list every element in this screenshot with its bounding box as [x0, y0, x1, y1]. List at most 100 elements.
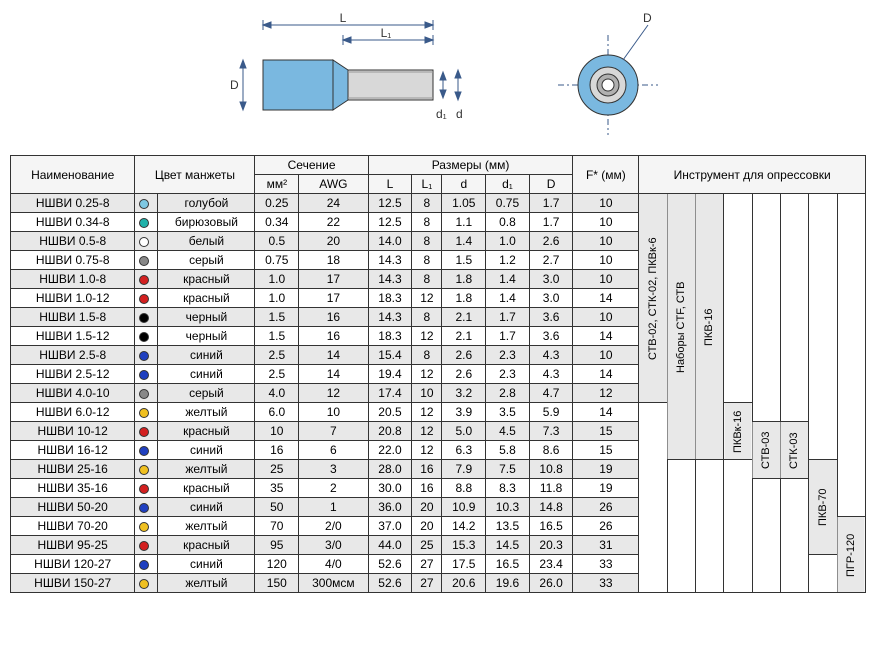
cell-F: 33 — [573, 555, 639, 574]
cell-L1: 25 — [412, 536, 442, 555]
tool-label: ПКВ-70 — [809, 460, 837, 555]
cell-d1: 0.8 — [486, 213, 530, 232]
cell-d: 1.05 — [442, 194, 486, 213]
cell-color: серый — [158, 384, 255, 403]
cell-name: НШВИ 70-20 — [11, 517, 135, 536]
hdr-section: Сечение — [255, 156, 368, 175]
color-swatch — [139, 560, 149, 570]
svg-text:L: L — [340, 11, 347, 25]
cell-swatch — [135, 574, 158, 593]
cell-awg: 12 — [299, 384, 369, 403]
cell-d: 1.4 — [442, 232, 486, 251]
cell-L1: 10 — [412, 384, 442, 403]
cell-L1: 27 — [412, 574, 442, 593]
cell-L: 12.5 — [368, 194, 412, 213]
ferrule-side-diagram: L L₁ D d₁ d — [208, 10, 468, 140]
tool-empty — [695, 460, 723, 593]
cell-L1: 8 — [412, 270, 442, 289]
svg-text:D: D — [643, 11, 652, 25]
cell-D: 4.3 — [529, 365, 573, 384]
cell-mm2: 35 — [255, 479, 299, 498]
cell-name: НШВИ 120-27 — [11, 555, 135, 574]
color-swatch — [139, 199, 149, 209]
cell-d1: 8.3 — [486, 479, 530, 498]
cell-L1: 12 — [412, 289, 442, 308]
cell-d1: 13.5 — [486, 517, 530, 536]
hdr-dimensions: Размеры (мм) — [368, 156, 573, 175]
cell-d1: 2.3 — [486, 365, 530, 384]
cell-color: желтый — [158, 574, 255, 593]
table-row: НШВИ 25-16желтый25328.0167.97.510.819ПКВ… — [11, 460, 866, 479]
cell-mm2: 0.25 — [255, 194, 299, 213]
cell-color: красный — [158, 536, 255, 555]
cell-color: голубой — [158, 194, 255, 213]
cell-awg: 2/0 — [299, 517, 369, 536]
cell-L1: 8 — [412, 308, 442, 327]
cell-L: 30.0 — [368, 479, 412, 498]
cell-name: НШВИ 35-16 — [11, 479, 135, 498]
cell-d: 7.9 — [442, 460, 486, 479]
cell-D: 1.7 — [529, 213, 573, 232]
cell-name: НШВИ 0.75-8 — [11, 251, 135, 270]
cell-d1: 5.8 — [486, 441, 530, 460]
cell-D: 20.3 — [529, 536, 573, 555]
cell-awg: 7 — [299, 422, 369, 441]
table-body: НШВИ 0.25-8голубой0.252412.581.050.751.7… — [11, 194, 866, 593]
cell-mm2: 16 — [255, 441, 299, 460]
cell-awg: 22 — [299, 213, 369, 232]
cell-name: НШВИ 0.5-8 — [11, 232, 135, 251]
cell-swatch — [135, 536, 158, 555]
cell-d: 1.8 — [442, 270, 486, 289]
cell-swatch — [135, 251, 158, 270]
cell-L1: 20 — [412, 517, 442, 536]
cell-d: 2.6 — [442, 365, 486, 384]
cell-d: 2.1 — [442, 308, 486, 327]
cell-d1: 1.4 — [486, 270, 530, 289]
cell-mm2: 6.0 — [255, 403, 299, 422]
cell-L: 14.3 — [368, 308, 412, 327]
cell-name: НШВИ 150-27 — [11, 574, 135, 593]
cell-d: 2.1 — [442, 327, 486, 346]
cell-L: 14.3 — [368, 251, 412, 270]
cell-L: 18.3 — [368, 289, 412, 308]
cell-swatch — [135, 422, 158, 441]
cell-D: 16.5 — [529, 517, 573, 536]
cell-color: черный — [158, 327, 255, 346]
cell-L: 14.3 — [368, 270, 412, 289]
cell-D: 26.0 — [529, 574, 573, 593]
tool-empty — [752, 194, 780, 422]
tool-label: Наборы CTF, СТВ — [667, 194, 695, 460]
cell-name: НШВИ 2.5-8 — [11, 346, 135, 365]
hdr-tools: Инструмент для опрессовки — [639, 156, 866, 194]
cell-name: НШВИ 1.5-12 — [11, 327, 135, 346]
cell-color: синий — [158, 346, 255, 365]
cell-d1: 2.8 — [486, 384, 530, 403]
color-swatch — [139, 484, 149, 494]
cell-swatch — [135, 308, 158, 327]
color-swatch — [139, 313, 149, 323]
cell-d1: 2.3 — [486, 346, 530, 365]
cell-L: 28.0 — [368, 460, 412, 479]
cell-d: 1.5 — [442, 251, 486, 270]
cell-D: 2.6 — [529, 232, 573, 251]
color-swatch — [139, 408, 149, 418]
cell-name: НШВИ 0.34-8 — [11, 213, 135, 232]
cell-color: красный — [158, 422, 255, 441]
cell-F: 26 — [573, 498, 639, 517]
color-swatch — [139, 332, 149, 342]
tool-label: СТВ-02, СТК-02, ПКВк-6 — [639, 194, 667, 403]
cell-awg: 18 — [299, 251, 369, 270]
cell-L: 17.4 — [368, 384, 412, 403]
hdr-color: Цвет манжеты — [135, 156, 255, 194]
cell-color: серый — [158, 251, 255, 270]
cell-awg: 17 — [299, 289, 369, 308]
cell-L: 14.0 — [368, 232, 412, 251]
cell-F: 10 — [573, 270, 639, 289]
cell-name: НШВИ 25-16 — [11, 460, 135, 479]
cell-swatch — [135, 384, 158, 403]
tool-empty — [724, 194, 752, 403]
cell-mm2: 2.5 — [255, 365, 299, 384]
cell-mm2: 4.0 — [255, 384, 299, 403]
table-row: НШВИ 6.0-12желтый6.01020.5123.93.55.914П… — [11, 403, 866, 422]
cell-mm2: 0.5 — [255, 232, 299, 251]
